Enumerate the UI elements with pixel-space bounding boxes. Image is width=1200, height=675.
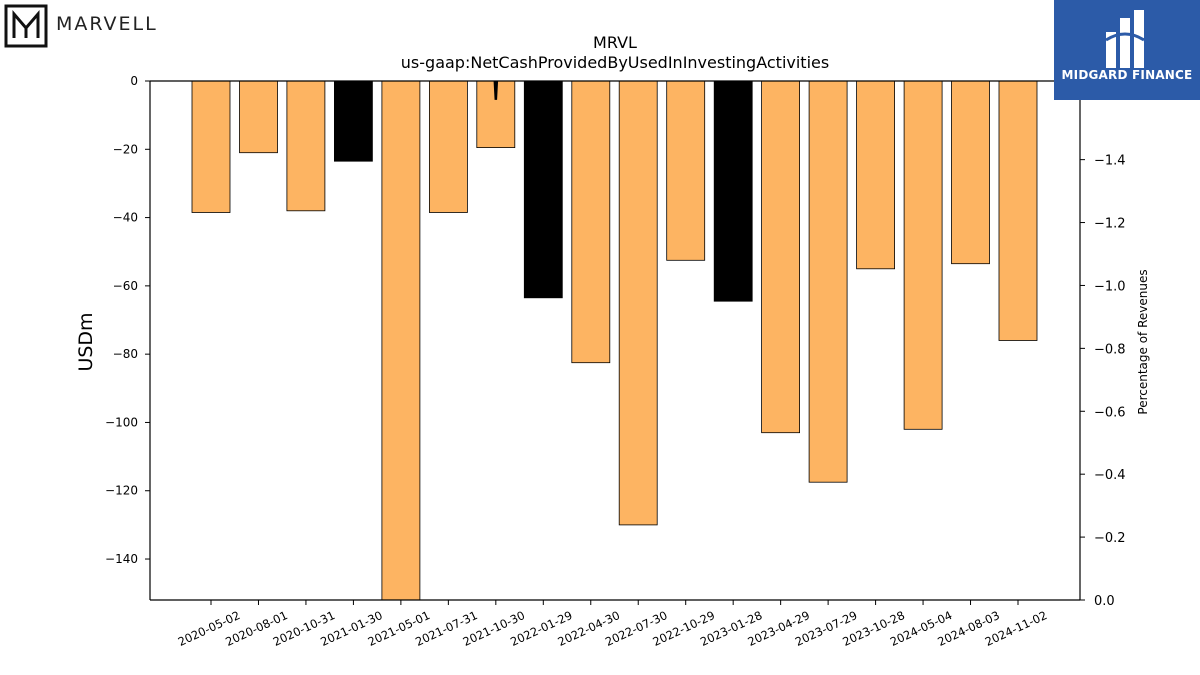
y2-tick-label: −0.8 <box>1094 342 1126 357</box>
bar-2024-05-04 <box>903 80 943 430</box>
marvell-logo-icon <box>4 4 48 48</box>
right-axis: 0.0 −0.2 −0.4 −0.6 −0.8 −1.0 −1.2 −1.4 <box>1079 81 1126 609</box>
bar-2021-05-01 <box>381 80 421 601</box>
y-tick-label: 0 <box>130 74 138 88</box>
y-tick-label: −140 <box>105 552 138 566</box>
bar-2020-05-02 <box>191 80 231 213</box>
bar-2023-07-29 <box>808 80 848 483</box>
y2-tick-label: 0.0 <box>1094 594 1115 609</box>
bars-group <box>191 80 1038 601</box>
bar-2020-08-01 <box>239 80 278 154</box>
midgard-logo-icon <box>1105 10 1145 68</box>
bar-2021-07-31 <box>428 80 468 213</box>
y-tick-label: −120 <box>105 484 138 498</box>
marvell-logo: MARVELL <box>4 4 174 48</box>
bar-2020-10-31 <box>286 80 326 212</box>
bar-2022-07-30 <box>618 80 658 526</box>
y-axis-label: USDm <box>75 312 97 371</box>
bar-2024-11-02 <box>998 80 1038 341</box>
y2-tick-label: −0.4 <box>1094 468 1126 483</box>
y2-tick-label: −0.6 <box>1094 405 1126 420</box>
y2-tick-label: −0.2 <box>1094 531 1126 546</box>
chart-title: MRVL <box>593 33 637 52</box>
bar-2024-08-03 <box>951 80 990 265</box>
midgard-finance-logo: MIDGARD FINANCE <box>1054 0 1200 100</box>
y-tick-label: −20 <box>113 142 138 156</box>
bar-2023-10-28 <box>856 80 895 270</box>
left-axis: 0 −20 −40 −60 −80 −100 −120 −140 <box>105 74 151 600</box>
y2-tick-label: −1.4 <box>1094 154 1126 169</box>
y-tick-label: −80 <box>113 347 138 361</box>
marvell-logo-text: MARVELL <box>56 13 158 35</box>
y2-axis-label: Percentage of Revenues <box>1136 269 1150 414</box>
y2-tick-label: −1.2 <box>1094 217 1126 232</box>
bar-2023-01-28 <box>713 80 753 302</box>
bar-2021-01-30 <box>333 80 373 162</box>
bar-2022-01-29 <box>523 80 563 299</box>
secondary-line-mark <box>493 80 499 100</box>
chart-subtitle: us-gaap:NetCashProvidedByUsedInInvesting… <box>401 53 829 72</box>
bar-2022-04-30 <box>571 80 611 364</box>
y2-tick-label: −1.0 <box>1094 279 1126 294</box>
bar-2022-10-29 <box>666 80 706 261</box>
midgard-logo-text: MIDGARD FINANCE <box>1061 68 1193 82</box>
bar-2023-04-29 <box>761 80 800 434</box>
y-tick-label: −100 <box>105 415 138 429</box>
y-tick-label: −60 <box>113 279 138 293</box>
y-tick-label: −40 <box>113 211 138 225</box>
